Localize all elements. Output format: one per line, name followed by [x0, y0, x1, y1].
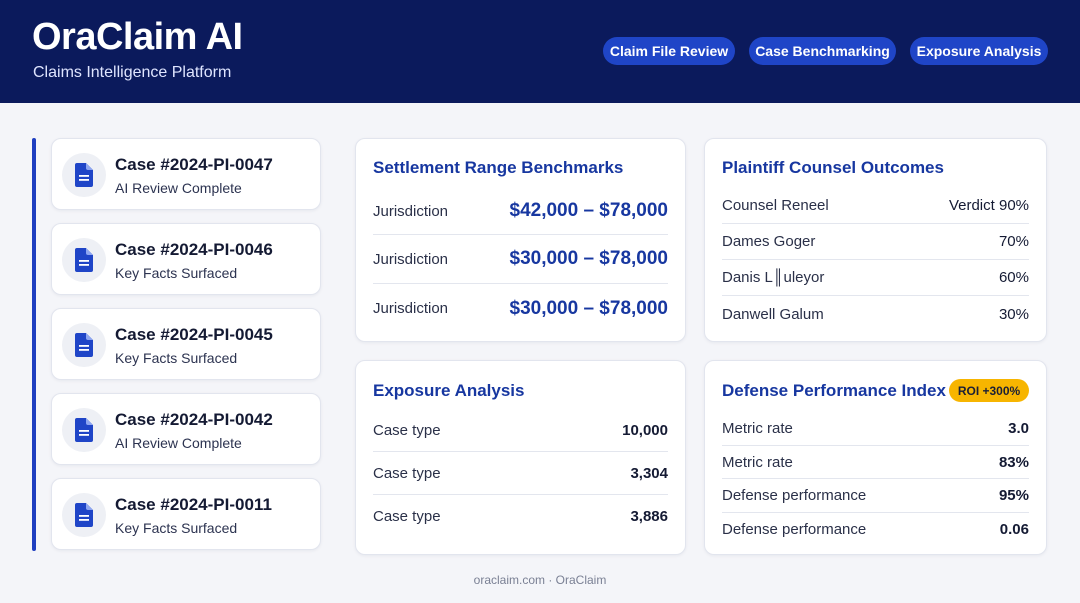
- case-card[interactable]: Case #2024-PI-0042 AI Review Complete: [51, 393, 321, 465]
- row-value: 95%: [998, 487, 1029, 504]
- case-status: Key Facts Surfaced: [115, 350, 238, 366]
- row-value: 3.0: [1008, 420, 1029, 437]
- case-status: Key Facts Surfaced: [115, 265, 238, 281]
- app-subtitle: Claims Intelligence Platform: [33, 64, 232, 81]
- exposure-panel: Exposure Analysis Case type 10,000 Case …: [355, 360, 686, 555]
- document-icon: [62, 493, 106, 537]
- case-status: Key Facts Surfaced: [115, 520, 238, 536]
- case-id: Case #2024-PI-0042: [115, 410, 273, 429]
- case-id: Case #2024-PI-0011: [115, 495, 272, 514]
- row-label: Dames Goger: [722, 233, 816, 250]
- defense-row: Defense performance 0.06: [722, 513, 1029, 546]
- row-label: Case type: [373, 508, 441, 525]
- counsel-row: Counsel Reneel Verdict 90%: [722, 188, 1029, 224]
- row-value: $30,000 – $78,000: [509, 248, 669, 269]
- counsel-row: Danwell Galum 30%: [722, 296, 1029, 332]
- timeline-bar: [32, 138, 36, 551]
- row-label: Case type: [373, 422, 441, 439]
- row-label: Danis L║uleyor: [722, 269, 825, 286]
- footer: oraclaim.com · OraClaim: [473, 573, 607, 587]
- case-card[interactable]: Case #2024-PI-0047 AI Review Complete: [51, 138, 321, 210]
- case-card[interactable]: Case #2024-PI-0046 Key Facts Surfaced: [51, 223, 321, 295]
- row-label: Metric rate: [722, 453, 793, 471]
- settlement-row: Jurisdiction $30,000 – $78,000: [373, 235, 668, 284]
- panel-title: Exposure Analysis: [373, 381, 525, 400]
- row-label: Danwell Galum: [722, 305, 824, 323]
- row-label: Jurisdiction: [373, 250, 449, 268]
- settlement-row: Jurisdiction $42,000 – $78,000: [373, 188, 668, 235]
- row-value: Verdict 90%: [948, 197, 1029, 214]
- exposure-row: Case type 3,886: [373, 495, 668, 538]
- document-icon: [62, 408, 106, 452]
- case-id: Case #2024-PI-0045: [115, 325, 273, 344]
- row-value: $42,000 – $78,000: [509, 200, 669, 221]
- panel-title: Settlement Range Benchmarks: [373, 158, 624, 177]
- document-icon: [62, 238, 106, 282]
- row-value: 3,304: [630, 464, 668, 482]
- nav-exposure-analysis[interactable]: Exposure Analysis: [910, 37, 1048, 65]
- row-value: 70%: [998, 233, 1029, 250]
- document-icon: [62, 153, 106, 197]
- row-label: Defense performance: [722, 521, 867, 538]
- row-label: Jurisdiction: [373, 202, 449, 220]
- panel-title: Plaintiff Counsel Outcomes: [722, 158, 944, 177]
- row-value: 0.06: [999, 521, 1029, 538]
- row-label: Jurisdiction: [373, 300, 449, 317]
- settlement-row: Jurisdiction $30,000 – $78,000: [373, 284, 668, 333]
- counsel-panel: Plaintiff Counsel Outcomes Counsel Renee…: [704, 138, 1047, 342]
- row-value: $30,000 – $78,000: [509, 297, 669, 319]
- case-id: Case #2024-PI-0047: [115, 155, 273, 174]
- case-card[interactable]: Case #2024-PI-0011 Key Facts Surfaced: [51, 478, 321, 550]
- row-value: 30%: [998, 305, 1029, 323]
- counsel-row: Dames Goger 70%: [722, 224, 1029, 260]
- counsel-row: Danis L║uleyor 60%: [722, 260, 1029, 296]
- row-value: 60%: [998, 269, 1029, 286]
- nav-case-benchmarking[interactable]: Case Benchmarking: [749, 37, 896, 65]
- nav-claim-file-review[interactable]: Claim File Review: [603, 37, 735, 65]
- defense-row: Metric rate 83%: [722, 446, 1029, 479]
- case-status: AI Review Complete: [115, 435, 242, 451]
- panel-title: Defense Performance Index: [722, 381, 946, 400]
- exposure-row: Case type 3,304: [373, 452, 668, 495]
- top-nav: Claim File Review Case Benchmarking Expo…: [0, 37, 1080, 65]
- defense-row: Defense performance 95%: [722, 479, 1029, 513]
- roi-badge: ROI +300%: [949, 379, 1029, 402]
- app-title: OraClaim AI: [32, 16, 243, 58]
- app-header: OraClaim AI Claims Intelligence Platform…: [0, 0, 1080, 103]
- row-value: 83%: [998, 453, 1029, 471]
- row-label: Counsel Reneel: [722, 197, 829, 214]
- settlement-panel: Settlement Range Benchmarks Jurisdiction…: [355, 138, 686, 342]
- document-icon: [62, 323, 106, 367]
- row-value: 3,886: [630, 508, 668, 525]
- defense-panel: Defense Performance Index ROI +300% Metr…: [704, 360, 1047, 555]
- case-card[interactable]: Case #2024-PI-0045 Key Facts Surfaced: [51, 308, 321, 380]
- defense-row: Metric rate 3.0: [722, 412, 1029, 446]
- case-status: AI Review Complete: [115, 180, 242, 196]
- exposure-row: Case type 10,000: [373, 410, 668, 452]
- row-label: Metric rate: [722, 420, 793, 437]
- row-value: 10,000: [622, 422, 668, 439]
- row-label: Case type: [373, 464, 441, 482]
- case-id: Case #2024-PI-0046: [115, 240, 273, 259]
- row-label: Defense performance: [722, 487, 867, 504]
